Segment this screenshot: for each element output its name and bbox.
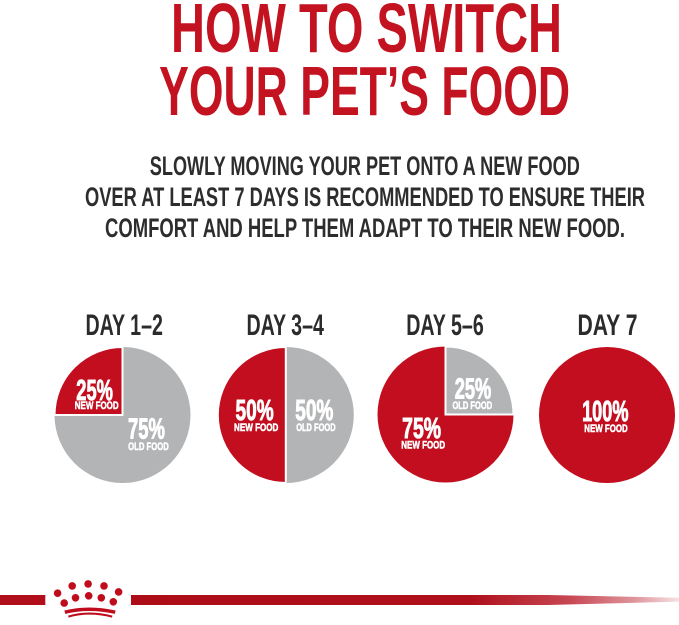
svg-text:HOW TO SWITCH: HOW TO SWITCH — [171, 0, 562, 67]
svg-text:NEW FOOD: NEW FOOD — [584, 423, 627, 435]
svg-text:OVER AT LEAST 7 DAYS IS RECOMM: OVER AT LEAST 7 DAYS IS RECOMMENDED TO E… — [85, 182, 645, 212]
svg-text:NEW FOOD: NEW FOOD — [234, 422, 278, 434]
svg-text:50%: 50% — [236, 395, 274, 427]
svg-text:SLOWLY MOVING YOUR PET ONTO A: SLOWLY MOVING YOUR PET ONTO A NEW FOOD — [150, 151, 580, 181]
svg-text:NEW FOOD: NEW FOOD — [401, 440, 445, 452]
svg-text:50%: 50% — [295, 395, 333, 427]
svg-text:OLD FOOD: OLD FOOD — [452, 400, 492, 412]
svg-text:75%: 75% — [402, 413, 441, 445]
svg-text:75%: 75% — [128, 414, 165, 446]
svg-text:DAY 7: DAY 7 — [578, 309, 638, 342]
svg-text:DAY 5–6: DAY 5–6 — [406, 309, 484, 342]
svg-text:NEW FOOD: NEW FOOD — [75, 400, 119, 412]
svg-text:YOUR PET’S FOOD: YOUR PET’S FOOD — [159, 52, 570, 130]
svg-text:OLD FOOD: OLD FOOD — [128, 441, 169, 453]
svg-text:COMFORT AND HELP THEM ADAPT TO: COMFORT AND HELP THEM ADAPT TO THEIR NEW… — [105, 213, 625, 243]
svg-text:DAY 1–2: DAY 1–2 — [85, 309, 163, 342]
svg-text:DAY 3–4: DAY 3–4 — [246, 309, 324, 342]
svg-text:25%: 25% — [76, 375, 113, 407]
svg-text:25%: 25% — [455, 373, 492, 405]
svg-text:OLD FOOD: OLD FOOD — [296, 422, 335, 434]
svg-text:100%: 100% — [582, 396, 629, 428]
